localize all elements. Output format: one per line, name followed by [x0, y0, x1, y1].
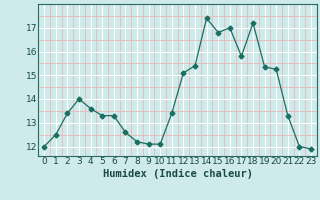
X-axis label: Humidex (Indice chaleur): Humidex (Indice chaleur)	[103, 169, 252, 179]
